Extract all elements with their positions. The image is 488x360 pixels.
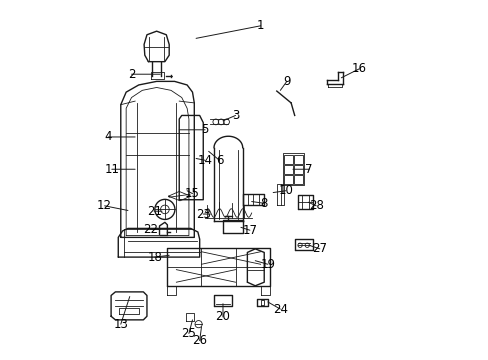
Bar [284,155,292,163]
Text: 11: 11 [104,163,119,176]
Text: 25: 25 [181,327,196,340]
Bar [284,175,292,184]
Text: 18: 18 [147,251,162,264]
Text: 21: 21 [146,205,162,218]
Text: 9: 9 [283,75,290,88]
Text: 26: 26 [192,334,207,347]
Text: 19: 19 [260,258,275,271]
Text: 15: 15 [184,187,200,200]
Text: 27: 27 [312,242,326,255]
Text: 22: 22 [143,223,158,236]
Bar [293,165,302,174]
Text: 8: 8 [260,197,267,210]
Text: 24: 24 [272,303,287,316]
Text: 4: 4 [104,130,112,144]
Text: 10: 10 [278,184,293,197]
Bar [284,165,292,174]
Text: 6: 6 [215,154,223,167]
Text: 28: 28 [308,199,323,212]
Text: 23: 23 [195,208,210,221]
Text: 13: 13 [113,318,128,331]
Text: 5: 5 [201,123,208,136]
Text: 2: 2 [127,68,135,81]
Text: 14: 14 [197,154,212,167]
Text: 16: 16 [351,62,366,75]
Bar [293,155,302,163]
Text: 3: 3 [231,109,239,122]
Text: 7: 7 [305,163,312,176]
Text: 12: 12 [97,199,112,212]
Text: 17: 17 [242,224,257,237]
Bar [293,175,302,184]
Text: 1: 1 [256,19,264,32]
Text: 20: 20 [215,310,230,324]
